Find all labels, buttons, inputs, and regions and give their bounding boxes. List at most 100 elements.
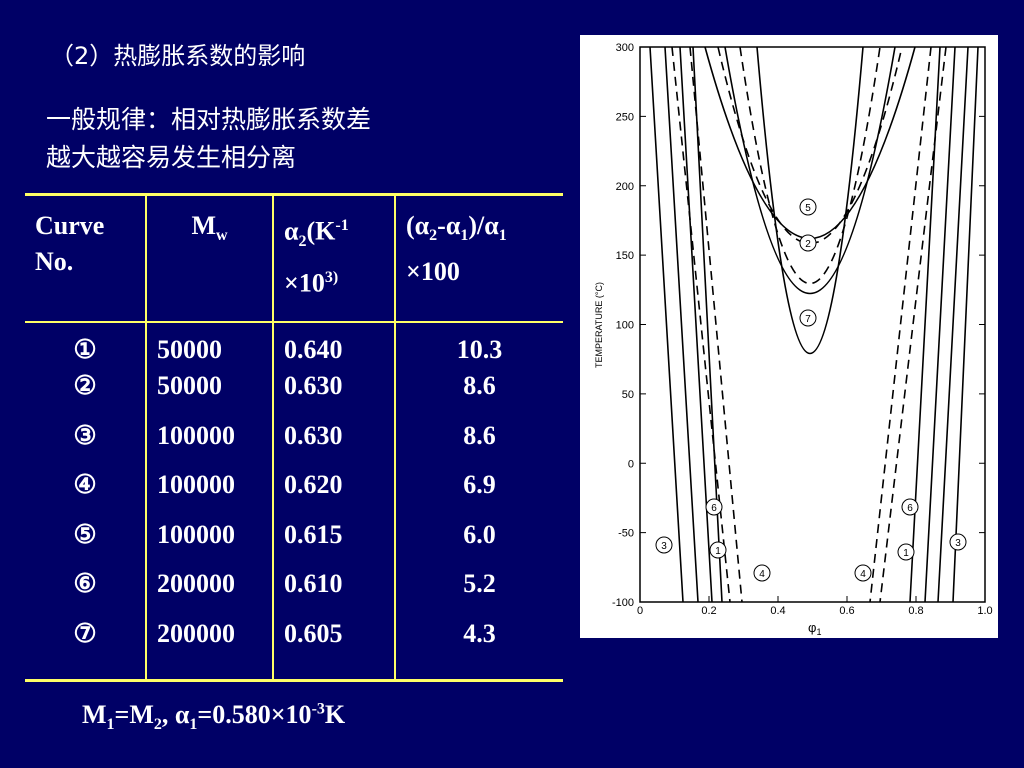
- header-cell: Curve No.: [25, 194, 147, 322]
- curve-label: 2: [805, 239, 811, 250]
- header-text: 2: [429, 227, 438, 245]
- text: M: [82, 700, 107, 729]
- header-text: (α: [406, 211, 430, 240]
- table-cell: ①: [25, 321, 147, 371]
- table-cell: 0.610: [272, 569, 396, 619]
- header-text: (K: [306, 216, 336, 246]
- curve-label-circle: [949, 533, 967, 551]
- header-text: 1: [460, 227, 469, 245]
- text: K: [324, 700, 346, 729]
- curve-label: 1: [903, 548, 909, 559]
- curve-label: 1: [715, 546, 721, 557]
- x-tick-label: 0.2: [701, 605, 716, 617]
- table-cell: 0.620: [272, 470, 396, 520]
- data-table: Curve No. Mw α2(K-1 ×103) (α2-α1)/α1 ×100 …: [25, 193, 563, 682]
- header-cell: (α2-α1)/α1 ×100: [394, 194, 563, 322]
- y-axis-label: TEMPERATURE (°C): [594, 282, 604, 368]
- curve-label-circle: [655, 536, 673, 554]
- text: 1: [106, 716, 115, 734]
- header-text: ×100: [406, 257, 460, 287]
- curve: [649, 46, 979, 603]
- curve-label: 7: [805, 314, 811, 325]
- curve-label-circle: [709, 541, 727, 559]
- curve-label-circle: [705, 498, 723, 516]
- x-tick-label: 1.0: [977, 605, 992, 617]
- table-cell: 10.3: [394, 321, 563, 371]
- y-tick-label: 50: [622, 389, 634, 401]
- curve: [724, 46, 896, 294]
- header-cell: Mw: [145, 194, 274, 322]
- text: 2: [153, 716, 162, 734]
- curve: [756, 46, 864, 355]
- curve-label: 3: [955, 538, 961, 549]
- curve-label-circle: [897, 543, 915, 561]
- y-tick-label: 150: [616, 250, 634, 262]
- table-cell: ②: [25, 371, 147, 421]
- table-row: ⑦ 200000 0.605 4.3: [25, 618, 563, 681]
- header-text: )/α: [468, 211, 499, 240]
- table-cell: 0.605: [272, 618, 396, 681]
- header-cell: α2(K-1 ×103): [272, 194, 396, 322]
- header-row: Curve No. Mw α2(K-1 ×103) (α2-α1)/α1 ×100: [25, 194, 563, 322]
- table-cell: 0.630: [272, 371, 396, 421]
- curve: [671, 46, 947, 603]
- table-row: ⑥ 200000 0.610 5.2: [25, 569, 563, 619]
- curve-label-circle: [799, 309, 817, 327]
- table-cell: 0.640: [272, 321, 396, 371]
- x-tick-label: 0.6: [839, 605, 854, 617]
- y-tick-label: -50: [618, 528, 634, 540]
- text: , α: [161, 700, 190, 729]
- slide-title: （2）热膨胀系数的影响: [50, 42, 306, 70]
- y-tick-label: 0: [628, 458, 634, 470]
- header-text: 1: [498, 227, 507, 245]
- table-cell: 100000: [145, 470, 274, 520]
- table-cell: 5.2: [394, 569, 563, 619]
- x-tick-label: 0.4: [770, 605, 785, 617]
- table-cell: 6.0: [394, 519, 563, 569]
- header-text: w: [215, 227, 228, 245]
- text: =M: [114, 700, 154, 729]
- table-row: ① 50000 0.640 10.3: [25, 321, 563, 371]
- x-tick-label: 0.8: [908, 605, 923, 617]
- table-cell: ③: [25, 420, 147, 470]
- curve-label-circle: [799, 234, 817, 252]
- curve-label: 3: [661, 541, 667, 552]
- table-cell: 4.3: [394, 618, 563, 681]
- curve-label: 4: [860, 569, 866, 580]
- header-text: 3): [324, 268, 339, 286]
- curve-label: 6: [711, 503, 717, 514]
- text: 1: [189, 716, 198, 734]
- y-tick-label: 300: [616, 42, 634, 54]
- header-text: -1: [335, 217, 349, 234]
- y-tick-label: 100: [616, 320, 634, 332]
- table-cell: ④: [25, 470, 147, 520]
- curve-label-circle: [854, 564, 872, 582]
- text: =0.580×10: [197, 700, 312, 729]
- y-tick-label: 200: [616, 181, 634, 193]
- header-text: 2: [298, 232, 307, 250]
- y-tick-label: -100: [612, 597, 634, 609]
- header-text: α: [284, 216, 299, 246]
- table-cell: 8.6: [394, 371, 563, 421]
- table-cell: 0.630: [272, 420, 396, 470]
- table-cell: 50000: [145, 371, 274, 421]
- table-cell: 50000: [145, 321, 274, 371]
- table-cell: 6.9: [394, 470, 563, 520]
- table-cell: 0.615: [272, 519, 396, 569]
- table-cell: ⑥: [25, 569, 147, 619]
- table-row: ② 50000 0.630 8.6: [25, 371, 563, 421]
- text: φ: [808, 620, 816, 635]
- table-cell: ⑤: [25, 519, 147, 569]
- table-row: ③ 100000 0.630 8.6: [25, 420, 563, 470]
- table-row: ⑤ 100000 0.615 6.0: [25, 519, 563, 569]
- text: -3: [311, 700, 325, 718]
- curve: [717, 46, 903, 244]
- rule-line: 一般规律：相对热膨胀系数差: [46, 105, 372, 134]
- curve-label: 6: [907, 503, 913, 514]
- table-cell: 200000: [145, 618, 274, 681]
- rule-line: 越大越容易发生相分离: [46, 143, 297, 172]
- header-text: M: [191, 211, 216, 240]
- curve-label-circle: [901, 498, 919, 516]
- curve-label-circle: [799, 198, 817, 216]
